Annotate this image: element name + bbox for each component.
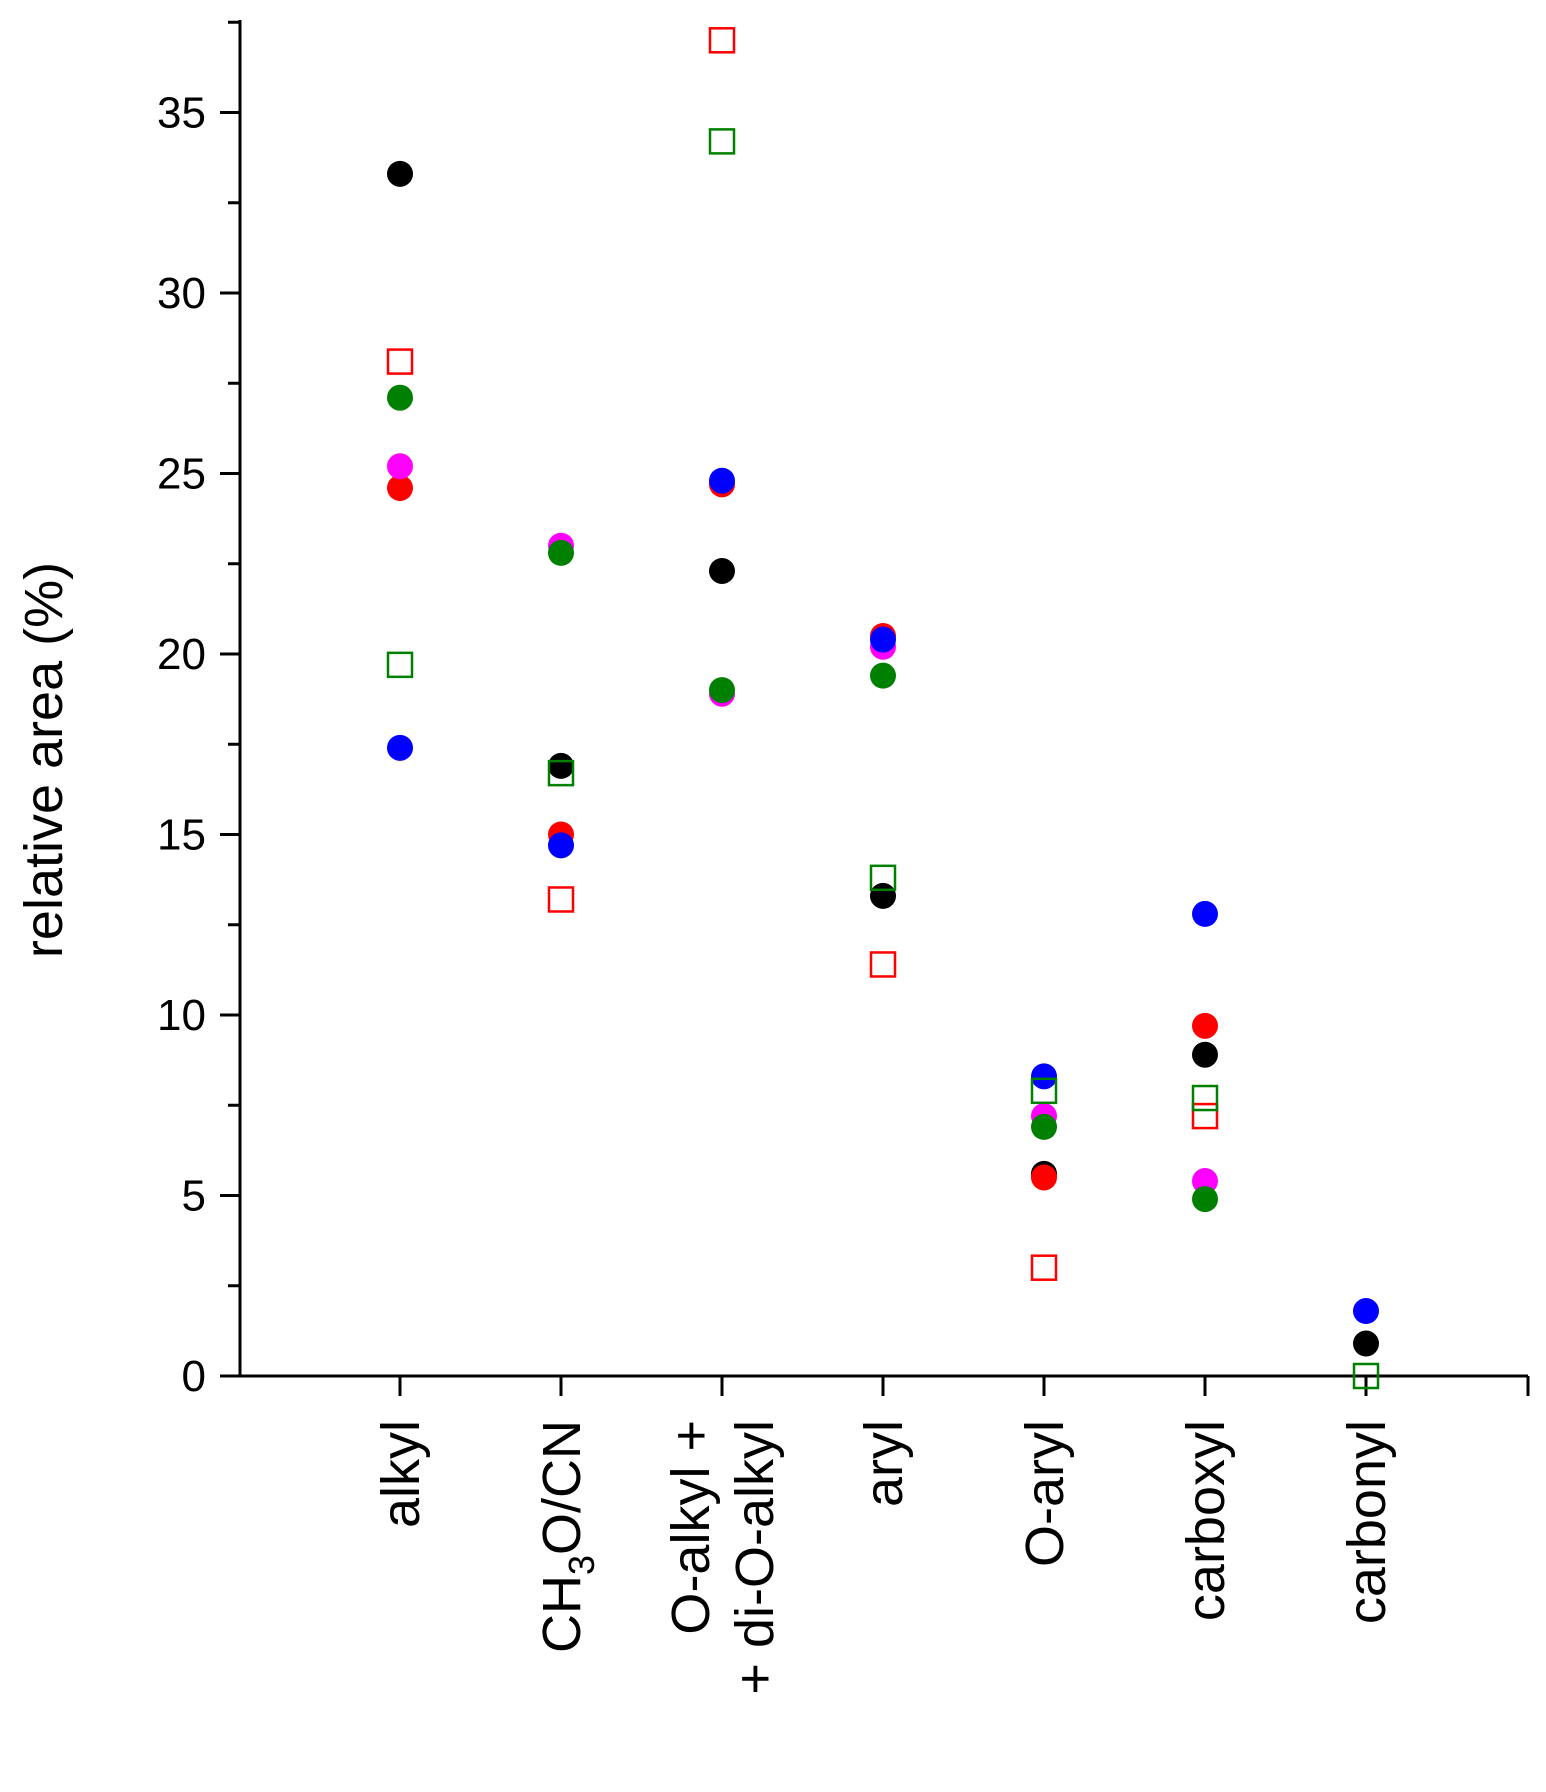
data-point (1192, 900, 1218, 927)
data-point (708, 128, 736, 155)
x-category-label-text: CH3O/CN (532, 1420, 602, 1653)
x-category-label-text: alkyl (371, 1420, 431, 1528)
data-point (548, 539, 574, 566)
data-point (1030, 1254, 1058, 1281)
data-point (869, 864, 897, 892)
data-point (387, 453, 413, 480)
data-marks (386, 27, 1380, 1390)
data-point (548, 832, 574, 859)
x-category-label-text: aryl (854, 1420, 914, 1507)
x-category-label-text: O-aryl (1015, 1420, 1075, 1567)
axes: 0 5 10 15 20 25 30 35 alkyl CH3O/CN O-alkyl + + di-… (157, 20, 1530, 1695)
data-point (870, 626, 896, 653)
data-point (870, 662, 896, 689)
data-point (869, 951, 897, 978)
data-point (1192, 1041, 1218, 1068)
data-point (1192, 1012, 1218, 1039)
x-category-label-text: + di-O-alkyl (725, 1420, 785, 1695)
data-point (1192, 1168, 1218, 1195)
x-category-label: O-aryl (1015, 1420, 1075, 1567)
data-point (709, 467, 735, 494)
data-point (709, 557, 735, 584)
data-point (1191, 1102, 1219, 1130)
data-point (387, 474, 413, 501)
data-point (1192, 1186, 1218, 1213)
y-tick-label: 25 (157, 450, 206, 499)
x-category-label: aryl (854, 1420, 914, 1507)
x-category-label: O-alkyl + + di-O-alkyl (661, 1420, 785, 1695)
data-point (386, 348, 414, 375)
data-point (1191, 1084, 1219, 1112)
y-tick-label: 15 (157, 811, 206, 860)
data-point (1352, 1362, 1380, 1390)
data-point (387, 160, 413, 187)
data-point (708, 27, 736, 54)
data-point (1030, 1077, 1058, 1105)
y-tick-label: 20 (157, 630, 206, 679)
data-point (870, 882, 896, 909)
data-point (547, 886, 575, 913)
data-point (1031, 1113, 1057, 1140)
data-point (548, 752, 574, 779)
y-tick-label: 5 (182, 1172, 206, 1221)
x-category-label: alkyl (371, 1420, 431, 1528)
y-tick-label: 35 (157, 89, 206, 138)
data-point (709, 677, 735, 704)
data-point (387, 384, 413, 411)
x-category-label: CH3O/CN (532, 1420, 602, 1653)
data-point (1031, 1063, 1057, 1090)
x-category-label: carbonyl (1337, 1420, 1397, 1624)
data-point (1353, 1298, 1379, 1325)
data-point (1353, 1330, 1379, 1357)
data-point (386, 651, 414, 679)
y-tick-label: 30 (157, 269, 206, 318)
x-category-label-text: carbonyl (1337, 1420, 1397, 1624)
y-tick-label: 0 (182, 1352, 206, 1401)
x-category-label-text: O-alkyl + (661, 1420, 721, 1635)
data-point (387, 734, 413, 761)
y-tick-label: 10 (157, 991, 206, 1040)
data-point (547, 759, 575, 787)
x-category-label: carboxyl (1176, 1420, 1236, 1621)
data-point (1031, 1164, 1057, 1191)
y-axis-title: relative area (%) (14, 562, 74, 958)
x-category-label-text: carboxyl (1176, 1420, 1236, 1621)
